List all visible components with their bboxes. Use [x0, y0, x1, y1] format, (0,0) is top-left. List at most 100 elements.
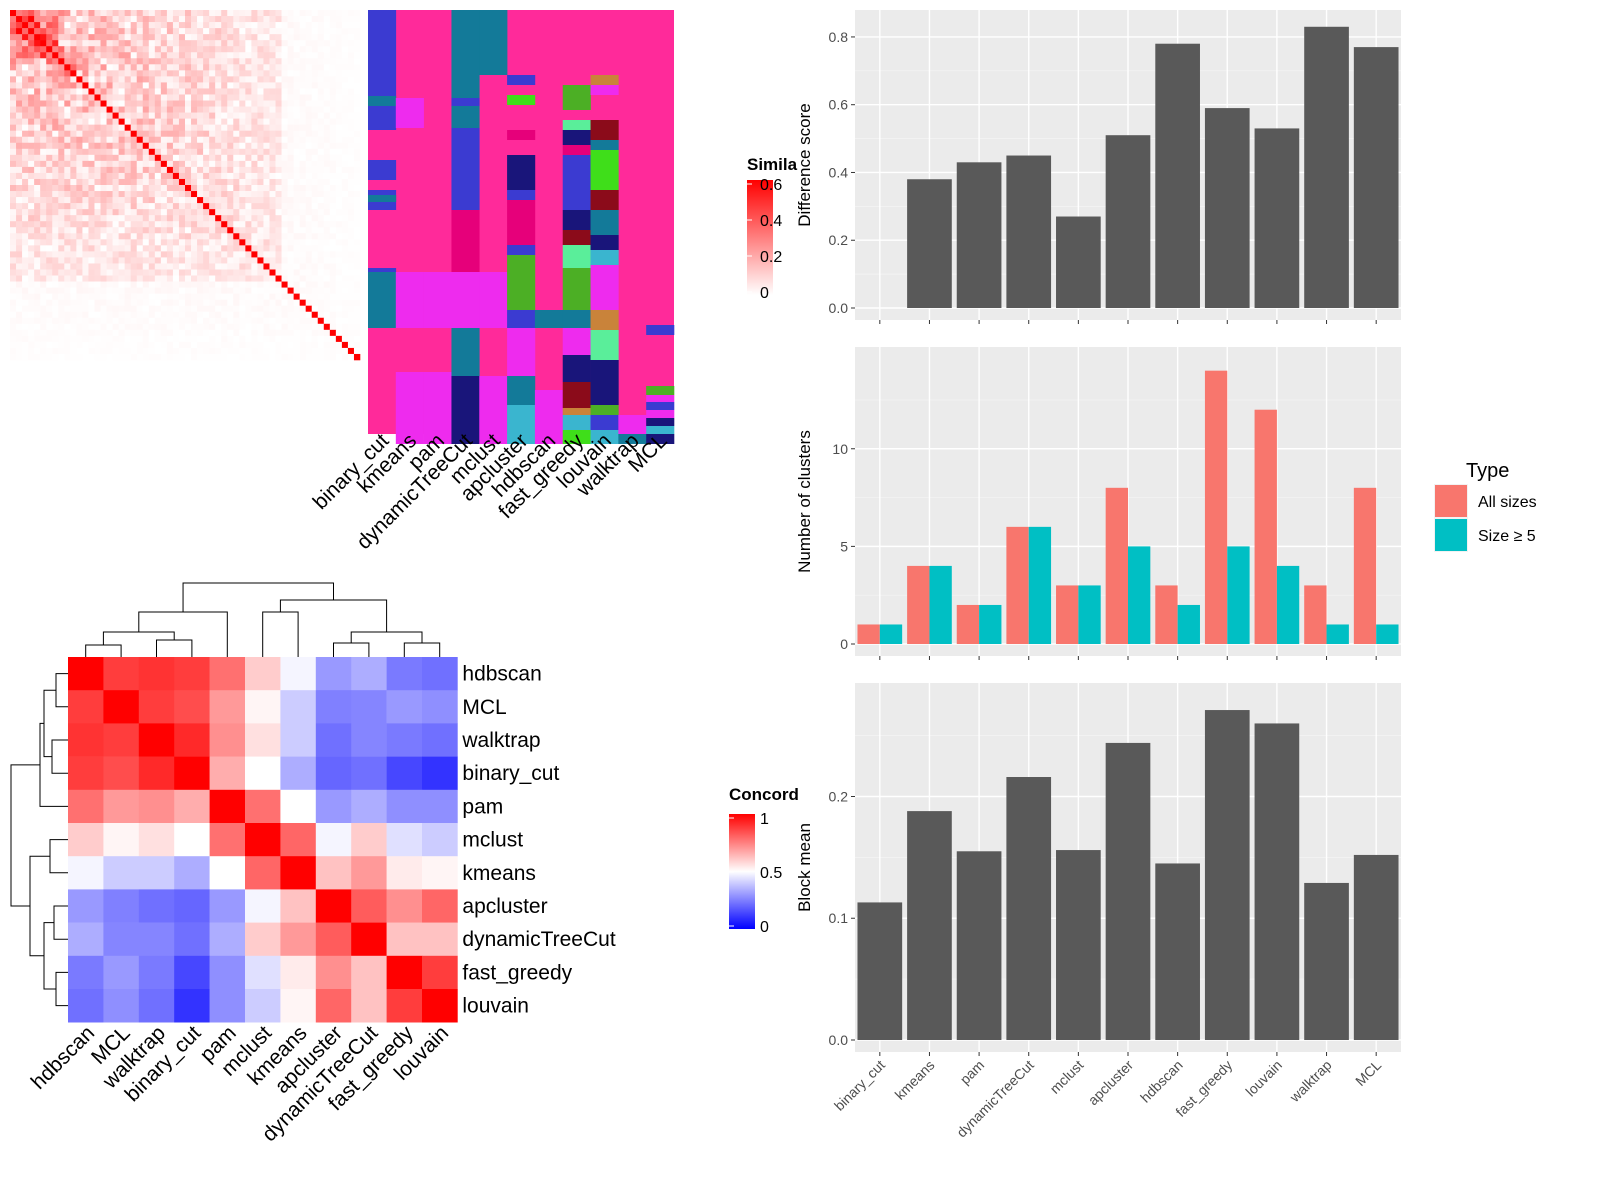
- similarity-legend-tick-label: 0.2: [760, 249, 782, 266]
- similarity-cell: [323, 88, 331, 95]
- similarity-cell: [34, 185, 41, 192]
- similarity-cell: [22, 233, 29, 240]
- similarity-cell: [82, 299, 89, 306]
- similarity-cell: [233, 209, 240, 216]
- similarity-cell: [215, 28, 222, 35]
- similarity-cell: [323, 28, 331, 35]
- similarity-cell: [227, 281, 234, 288]
- similarity-cell: [233, 251, 240, 258]
- similarity-cell: [124, 100, 131, 107]
- similarity-cell: [257, 94, 264, 101]
- similarity-cell: [227, 341, 234, 349]
- similarity-cell: [239, 245, 246, 252]
- similarity-cell: [209, 94, 216, 101]
- similarity-cell: [112, 227, 119, 234]
- similarity-cell: [16, 353, 23, 361]
- similarity-cell: [191, 281, 198, 288]
- similarity-cell: [40, 124, 47, 131]
- similarity-cell: [64, 353, 71, 361]
- similarity-cell: [221, 191, 228, 198]
- similarity-cell: [257, 142, 264, 150]
- similarity-cell: [46, 203, 53, 210]
- similarity-cell: [82, 58, 89, 65]
- similarity-cell: [178, 70, 186, 77]
- similarity-cell: [142, 40, 150, 47]
- similarity-cell: [215, 10, 222, 17]
- similarity-cell: [293, 233, 300, 240]
- similarity-cell: [305, 305, 313, 313]
- similarity-cell: [227, 197, 234, 204]
- similarity-cell: [88, 311, 95, 319]
- similarity-cell: [154, 136, 162, 144]
- similarity-cell: [263, 88, 270, 95]
- similarity-cell: [70, 299, 77, 306]
- similarity-cell: [227, 209, 234, 216]
- similarity-cell: [142, 311, 150, 319]
- concordance-cell: [68, 889, 104, 923]
- similarity-cell: [215, 335, 222, 343]
- similarity-cell: [311, 166, 319, 174]
- similarity-cell: [335, 299, 343, 306]
- similarity-cell: [148, 323, 156, 331]
- similarity-cell: [94, 329, 101, 337]
- similarity-cell: [299, 221, 306, 228]
- similarity-cell: [58, 160, 65, 168]
- similarity-cell: [64, 245, 71, 252]
- similarity-cell: [299, 22, 306, 29]
- similarity-cell: [136, 317, 144, 325]
- similarity-cell: [34, 142, 41, 150]
- similarity-cell: [293, 28, 300, 35]
- similarity-cell: [82, 329, 89, 337]
- similarity-cell: [347, 10, 355, 17]
- similarity-cell: [166, 22, 174, 29]
- similarity-cell: [269, 293, 276, 300]
- similarity-cell: [347, 257, 355, 264]
- similarity-cell: [112, 148, 119, 156]
- similarity-cell: [94, 221, 101, 228]
- concordance-cell: [351, 889, 387, 923]
- similarity-cell: [124, 335, 131, 343]
- similarity-cell: [215, 275, 222, 282]
- similarity-cell: [233, 64, 240, 71]
- similarity-cell: [197, 293, 204, 300]
- similarity-cell: [154, 100, 162, 107]
- similarity-cell: [106, 28, 113, 35]
- similarity-cell: [269, 46, 276, 53]
- similarity-cell: [335, 239, 343, 246]
- similarity-cell: [178, 269, 186, 276]
- similarity-cell: [347, 64, 355, 71]
- similarity-cell: [10, 136, 17, 144]
- similarity-cell: [305, 275, 313, 282]
- similarity-cell: [227, 154, 234, 162]
- similarity-cell: [58, 221, 65, 228]
- similarity-cell: [88, 275, 95, 282]
- similarity-cell: [148, 10, 156, 17]
- similarity-cell: [335, 154, 343, 162]
- similarity-cell: [160, 100, 168, 107]
- concordance-cell: [315, 789, 352, 824]
- concordance-row-label: walktrap: [461, 729, 540, 752]
- similarity-cell: [251, 329, 258, 337]
- similarity-cell: [287, 148, 294, 156]
- similarity-cell: [287, 305, 294, 313]
- similarity-cell: [245, 269, 252, 276]
- similarity-cell: [106, 197, 113, 204]
- similarity-cell: [341, 172, 349, 180]
- similarity-cell: [148, 215, 156, 222]
- similarity-cell: [227, 329, 234, 337]
- similarity-cell: [335, 28, 343, 35]
- similarity-cell: [178, 64, 186, 71]
- similarity-cell: [233, 191, 240, 198]
- similarity-cell: [178, 257, 186, 264]
- similarity-cell: [293, 10, 300, 17]
- similarity-cell: [118, 124, 125, 131]
- similarity-cell: [46, 341, 53, 349]
- similarity-cell: [136, 46, 144, 53]
- similarity-cell: [172, 178, 180, 186]
- partition-block: [618, 415, 647, 434]
- similarity-cell: [70, 178, 77, 186]
- similarity-cell: [28, 28, 35, 35]
- similarity-cell: [82, 64, 89, 71]
- similarity-cell: [94, 52, 101, 59]
- similarity-cell: [215, 245, 222, 252]
